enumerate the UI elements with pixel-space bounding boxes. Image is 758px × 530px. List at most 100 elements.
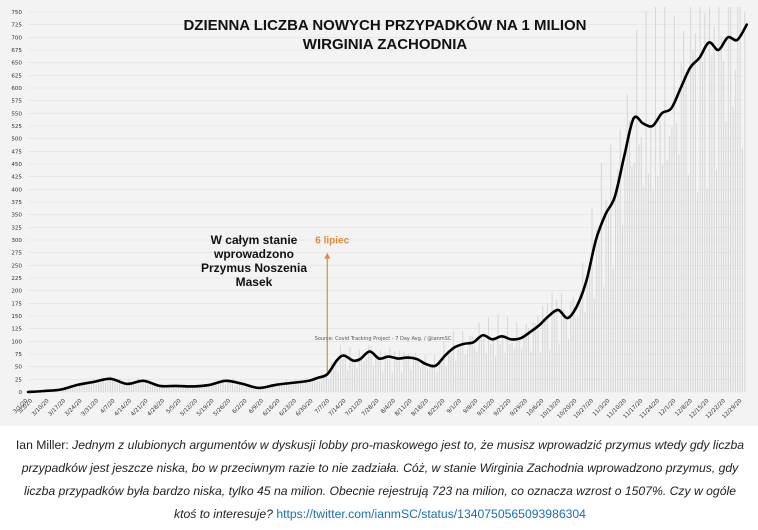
daily-bar	[321, 373, 323, 392]
daily-bar	[664, 6, 666, 393]
daily-bar	[302, 382, 304, 392]
daily-bar	[579, 291, 581, 392]
daily-bar	[184, 386, 186, 392]
daily-bar	[387, 356, 389, 392]
daily-bar	[457, 347, 459, 392]
daily-bar	[577, 317, 579, 392]
daily-bar	[389, 347, 391, 392]
y-tick-label: 700	[11, 35, 22, 41]
daily-bar	[542, 305, 544, 392]
daily-bar	[262, 388, 264, 392]
grid-lines	[28, 11, 742, 393]
daily-bar	[250, 384, 252, 392]
daily-bar	[163, 385, 165, 392]
daily-bar	[419, 367, 421, 392]
annotation-line-3: Przymus Noszenia	[201, 261, 307, 275]
daily-bar	[175, 385, 177, 392]
daily-bar	[363, 361, 365, 392]
daily-bar	[86, 386, 88, 392]
daily-bar	[431, 367, 433, 392]
line-chart: 0 25 50 75 100 125 150 175 200 225 250 275 300 325 350…	[11, 6, 749, 420]
y-axis-ticks: 0 25 50 75 100 125 150 175 200 225 250 275 300 325 350…	[11, 10, 22, 396]
daily-bar	[699, 6, 701, 393]
daily-bar	[535, 323, 537, 392]
daily-bar	[293, 384, 295, 392]
daily-bar	[615, 187, 616, 392]
daily-bar	[100, 379, 102, 392]
daily-bar	[83, 380, 85, 392]
daily-bar	[718, 6, 720, 393]
daily-bar	[563, 309, 565, 392]
daily-bar	[659, 120, 661, 392]
daily-bar	[210, 383, 212, 392]
daily-bar	[622, 224, 624, 392]
x-tick-label: 7/28/20	[361, 398, 381, 418]
daily-bar	[476, 351, 478, 392]
daily-bar	[570, 301, 572, 392]
daily-bar	[427, 368, 428, 392]
x-tick-label: 5/26/20	[213, 398, 233, 418]
daily-bar	[488, 316, 490, 392]
daily-bar	[135, 384, 137, 392]
daily-bar	[126, 386, 128, 392]
daily-bar	[558, 343, 560, 392]
daily-bar	[149, 383, 151, 392]
daily-bar	[610, 144, 612, 392]
daily-bar	[243, 387, 245, 392]
daily-bar	[685, 73, 687, 392]
daily-bar	[189, 388, 191, 392]
y-tick-label: 100	[11, 339, 22, 345]
daily-bar	[351, 361, 353, 392]
x-tick-label: 6/30/20	[295, 398, 315, 418]
daily-bar	[105, 382, 107, 392]
daily-bar	[701, 61, 703, 393]
daily-bar	[530, 351, 532, 392]
daily-bar	[330, 361, 332, 392]
daily-bar	[485, 353, 487, 392]
series-line	[26, 23, 749, 394]
daily-bar	[227, 380, 229, 392]
daily-bar	[76, 387, 78, 392]
daily-bar	[730, 6, 732, 393]
daily-bar	[438, 361, 440, 392]
chart-title-line2: WIRGINIA ZACHODNIA	[303, 36, 468, 53]
daily-bar	[177, 385, 179, 392]
daily-bar	[619, 128, 621, 393]
daily-bar	[318, 381, 320, 392]
daily-bar	[224, 384, 226, 392]
daily-bar	[544, 319, 546, 392]
x-axis-ticks: 3/1/203/3/203/10/203/17/203/24/203/31/20…	[12, 398, 743, 420]
daily-bar	[560, 293, 562, 392]
daily-bar	[297, 384, 299, 392]
daily-bar	[140, 383, 142, 392]
daily-bar	[650, 126, 652, 392]
daily-bar	[269, 386, 271, 392]
daily-bar	[647, 173, 649, 392]
daily-bar	[734, 70, 736, 392]
daily-bar	[102, 378, 104, 392]
y-tick-label: 250	[11, 263, 22, 269]
daily-bar	[401, 372, 403, 392]
caption-link[interactable]: https://twitter.com/ianmSC/status/134075…	[276, 507, 586, 521]
daily-bar	[340, 344, 342, 392]
daily-bar	[60, 389, 62, 392]
daily-bar	[434, 355, 436, 392]
daily-bar	[342, 358, 344, 392]
daily-bar	[396, 358, 398, 392]
daily-bar	[145, 383, 146, 392]
daily-bar	[234, 386, 236, 392]
daily-bar	[123, 383, 125, 392]
daily-bar	[513, 347, 515, 392]
daily-bar	[267, 384, 269, 392]
daily-bar	[295, 378, 297, 392]
july-6-marker: 6 lipiec	[315, 236, 350, 373]
daily-bar	[206, 385, 208, 392]
daily-bar	[196, 385, 198, 392]
daily-bar	[201, 384, 203, 392]
daily-bar	[478, 322, 480, 392]
daily-bar	[236, 381, 238, 392]
daily-bar	[603, 287, 605, 392]
daily-bar	[645, 10, 647, 393]
y-tick-label: 675	[11, 48, 22, 54]
y-tick-label: 425	[11, 175, 22, 181]
